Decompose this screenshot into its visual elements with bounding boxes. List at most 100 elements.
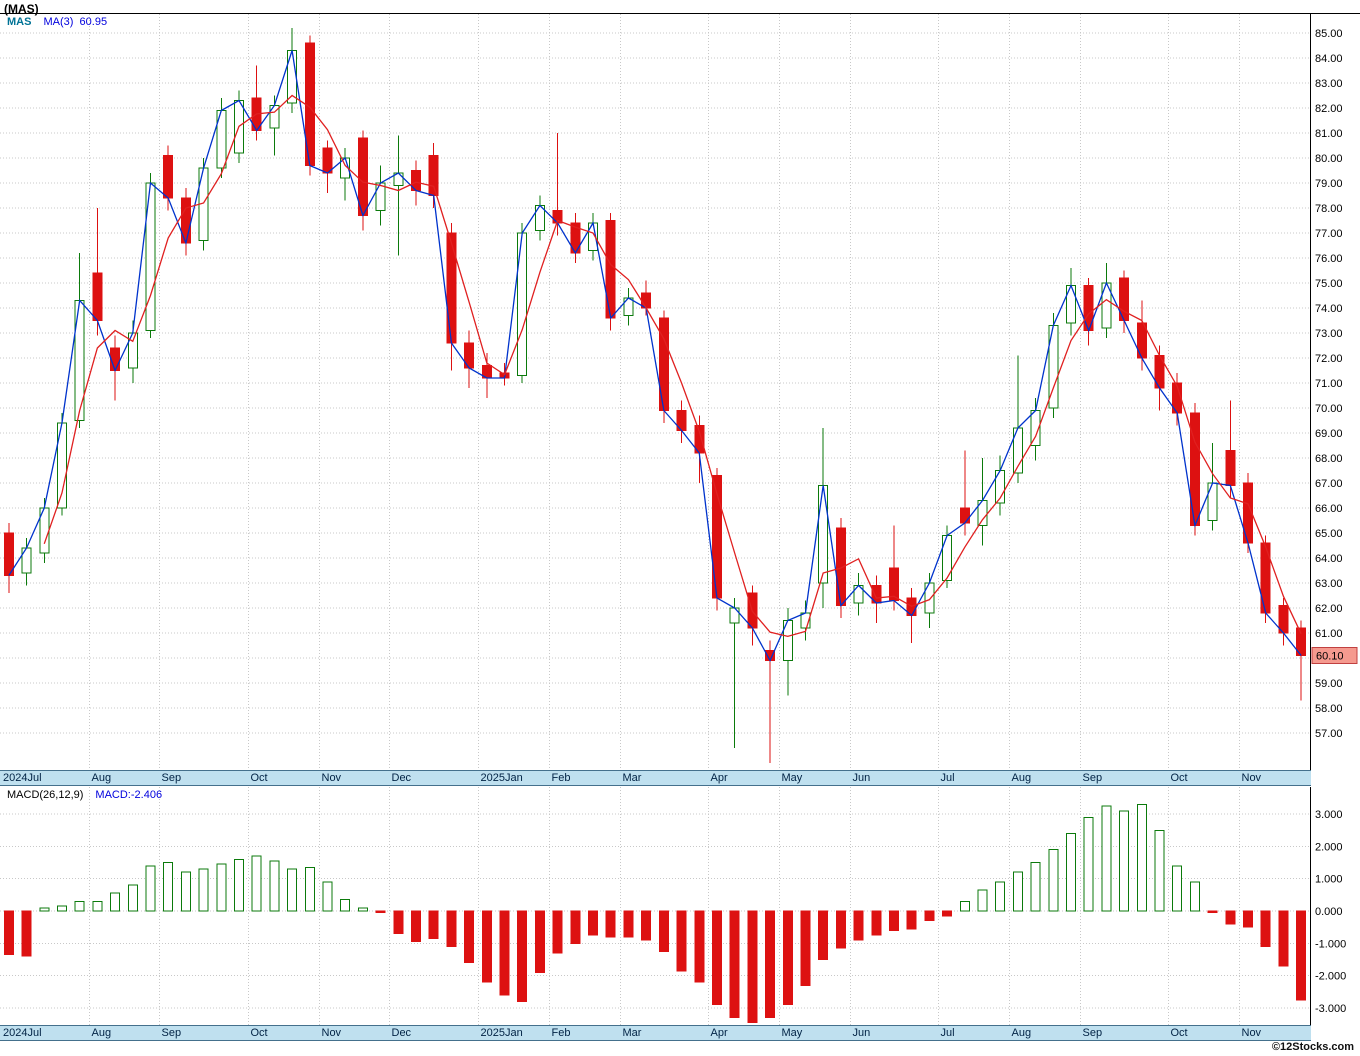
- x-axis-label: Feb: [551, 1027, 571, 1039]
- last-price-tag: [1311, 647, 1358, 664]
- macd-bar: [694, 910, 705, 983]
- macd-bar: [127, 884, 138, 912]
- close-price-line: [8, 50, 1302, 662]
- macd-bar: [1172, 865, 1183, 912]
- price-tick-label: 59.00: [1315, 678, 1343, 690]
- x-axis-label: Dec: [391, 1027, 412, 1039]
- ma3-line: [43, 94, 1302, 638]
- macd-bar: [1260, 910, 1271, 948]
- macd-bar: [1207, 910, 1218, 914]
- x-axis-label: 2025Jan: [480, 1027, 523, 1039]
- macd-bar: [340, 899, 351, 912]
- macd-bar: [1278, 910, 1289, 967]
- macd-bar: [782, 910, 793, 1006]
- x-axis-label: Sep: [1082, 772, 1103, 784]
- page-title: (MAS): [4, 2, 39, 16]
- price-tick-label: 61.00: [1315, 628, 1343, 640]
- macd-tick-label: -1.000: [1315, 938, 1346, 950]
- macd-bar: [92, 900, 103, 912]
- x-axis-label: Apr: [710, 772, 728, 784]
- macd-tick-label: 0.000: [1315, 906, 1343, 918]
- candle-body: [92, 272, 103, 321]
- price-x-axis-band: 2024Jul Aug Sep Oct Nov Dec 2025Jan Feb Mar Apr Ma…: [0, 770, 1311, 786]
- x-axis-label: Jun: [852, 1027, 871, 1039]
- x-axis-label: Feb: [551, 772, 571, 784]
- macd-bar: [1012, 871, 1023, 912]
- x-axis-label: Jul: [940, 1027, 955, 1039]
- price-tick-label: 65.00: [1315, 528, 1343, 540]
- macd-bar: [517, 910, 528, 1002]
- price-tick-label: 72.00: [1315, 353, 1343, 365]
- price-tick-label: 57.00: [1315, 728, 1343, 740]
- macd-bar: [1119, 810, 1130, 912]
- price-tick-label: 71.00: [1315, 378, 1343, 390]
- macd-bar: [180, 871, 191, 912]
- macd-bar: [163, 862, 174, 912]
- price-tick-label: 78.00: [1315, 203, 1343, 215]
- last-price-label: 60.10: [1316, 651, 1344, 663]
- macd-bar: [110, 892, 121, 912]
- macd-bar: [3, 910, 14, 956]
- price-tick-label: 69.00: [1315, 428, 1343, 440]
- price-tick-label: 75.00: [1315, 278, 1343, 290]
- price-tick-label: 82.00: [1315, 103, 1343, 115]
- candle-body: [818, 485, 829, 584]
- macd-bar: [658, 910, 669, 952]
- price-tick-label: 80.00: [1315, 153, 1343, 165]
- macd-bar: [411, 910, 422, 943]
- macd-tick-label: -3.000: [1315, 1003, 1346, 1015]
- macd-x-axis-band: 2024Jul Aug Sep Oct Nov Dec 2025Jan Feb Mar Apr Ma…: [0, 1025, 1311, 1041]
- macd-bar: [251, 855, 262, 912]
- macd-bar: [322, 881, 333, 912]
- x-axis-label: 2025Jan: [480, 772, 523, 784]
- price-tick-label: 64.00: [1315, 553, 1343, 565]
- macd-bar: [233, 858, 244, 912]
- macd-bar: [711, 910, 722, 1006]
- candle-body: [1225, 450, 1236, 486]
- price-tick-label: 83.00: [1315, 78, 1343, 90]
- x-axis-label: Mar: [622, 1027, 642, 1039]
- price-tick-label: 76.00: [1315, 253, 1343, 265]
- x-axis-label: Nov: [1241, 772, 1262, 784]
- macd-bar: [1136, 803, 1147, 912]
- price-tick-label: 58.00: [1315, 703, 1343, 715]
- x-axis-label: Dec: [391, 772, 412, 784]
- x-axis-label: Aug: [1011, 1027, 1032, 1039]
- candle-body: [959, 507, 970, 524]
- macd-bar: [198, 868, 209, 912]
- macd-bar: [145, 865, 156, 912]
- macd-bar: [499, 910, 510, 996]
- x-axis-label: Nov: [1241, 1027, 1262, 1039]
- macd-bar: [269, 860, 280, 912]
- macd-bar: [534, 910, 545, 973]
- macd-bar: [375, 910, 386, 914]
- macd-bar: [357, 907, 368, 912]
- price-tick-label: 66.00: [1315, 503, 1343, 515]
- macd-bar: [1066, 832, 1077, 912]
- price-tick-label: 79.00: [1315, 178, 1343, 190]
- macd-bar: [871, 910, 882, 936]
- price-tick-label: 70.00: [1315, 403, 1343, 415]
- macd-tick-label: 1.000: [1315, 874, 1343, 886]
- macd-bar: [924, 910, 935, 922]
- macd-bar: [428, 910, 439, 939]
- macd-bar: [1083, 816, 1094, 912]
- macd-bar: [1048, 849, 1059, 912]
- macd-bar: [676, 910, 687, 972]
- x-axis-label: Oct: [1170, 772, 1188, 784]
- macd-bar: [888, 910, 899, 931]
- macd-bar: [304, 866, 315, 912]
- x-axis-label: Sep: [1082, 1027, 1103, 1039]
- x-axis-label: 2024Jul: [3, 1027, 42, 1039]
- x-axis-label: Sep: [161, 772, 182, 784]
- price-tick-label: 63.00: [1315, 578, 1343, 590]
- footer: ©12Stocks.com: [1272, 1041, 1354, 1053]
- candle-body: [729, 607, 740, 624]
- macd-bar: [800, 910, 811, 986]
- macd-bar: [570, 910, 581, 944]
- macd-bar: [818, 910, 829, 960]
- macd-bar: [995, 881, 1006, 912]
- candle-body: [1207, 482, 1218, 521]
- candle-body: [3, 532, 14, 576]
- macd-bar: [552, 910, 563, 954]
